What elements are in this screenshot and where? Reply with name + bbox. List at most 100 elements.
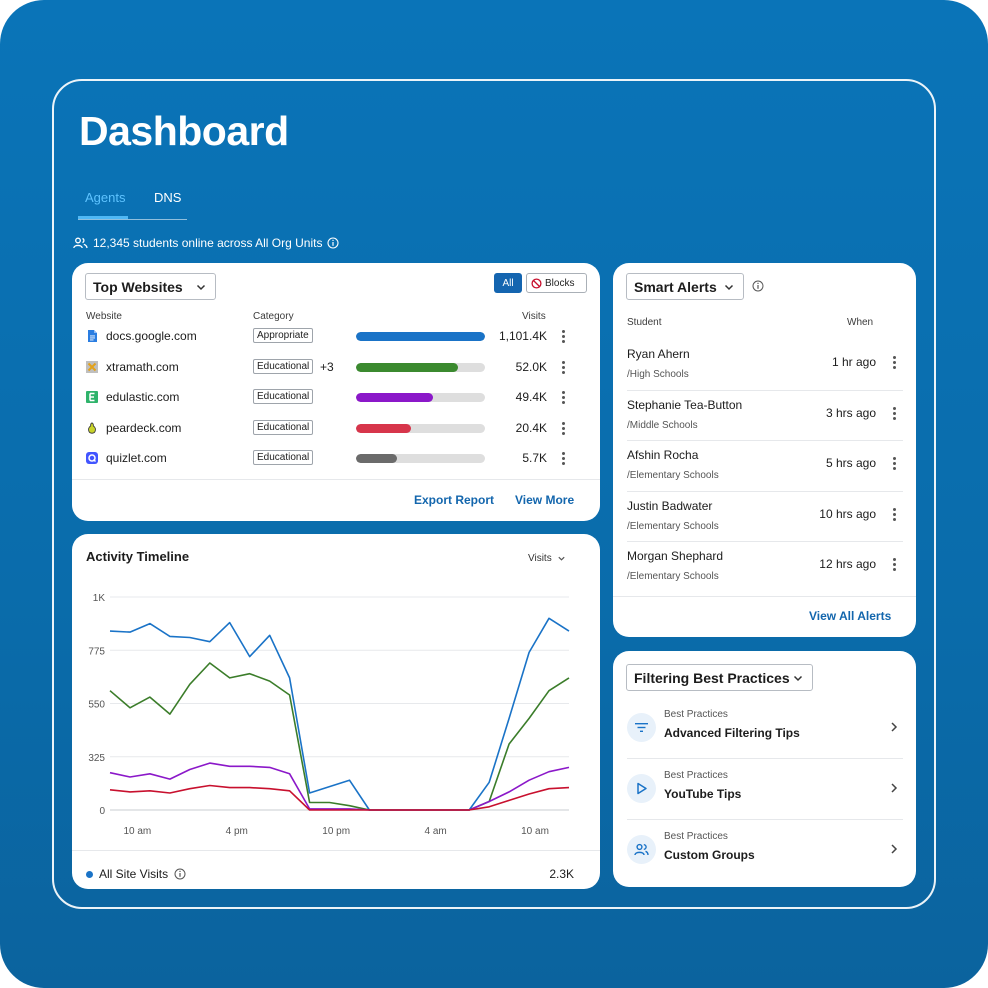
x-tick-label: 10 pm	[322, 826, 350, 837]
x-tick-label: 4 pm	[226, 826, 248, 837]
chevron-right-icon	[891, 722, 898, 732]
chevron-down-icon	[558, 556, 565, 561]
alert-time: 10 hrs ago	[819, 506, 876, 521]
alert-row[interactable]: Justin Badwater/Elementary Schools 10 hrs…	[613, 491, 916, 541]
y-tick-label: 775	[88, 646, 105, 657]
tab-dns[interactable]: DNS	[154, 190, 182, 205]
best-practice-item-groups[interactable]: Best Practices Custom Groups	[627, 820, 903, 881]
top-websites-dropdown[interactable]: Top Websites	[85, 273, 216, 300]
x-tick-label: 4 am	[424, 826, 446, 837]
alert-time: 1 hr ago	[831, 355, 876, 369]
table-row[interactable]: docs.google.com Appropriate 1,101.4K	[72, 327, 600, 347]
alert-org-unit: /Middle Schools	[627, 419, 698, 431]
column-student: Student	[627, 317, 662, 328]
dashboard-frame	[52, 79, 936, 909]
chart-legend: All Site Visits	[86, 867, 186, 881]
users-icon	[73, 237, 88, 249]
divider	[72, 479, 600, 480]
more-options-icon[interactable]	[891, 558, 897, 572]
best-practice-item-youtube[interactable]: Best Practices YouTube Tips	[627, 759, 903, 820]
column-category: Category	[253, 311, 294, 322]
chevron-down-icon	[196, 284, 206, 290]
smart-alerts-dropdown[interactable]: Smart Alerts	[626, 273, 744, 300]
export-report-link[interactable]: Export Report	[414, 493, 495, 507]
more-options-icon[interactable]	[891, 406, 897, 421]
alert-row[interactable]: Morgan Shephard/Elementary Schools 12 hrs…	[613, 541, 916, 591]
website-name[interactable]: edulastic.com	[106, 390, 180, 404]
best-practice-kicker: Best Practices	[664, 770, 728, 781]
more-options-icon[interactable]	[891, 356, 897, 370]
website-name[interactable]: peardeck.com	[106, 420, 182, 435]
alert-row[interactable]: Afshin Rocha/Elementary Schools 5 hrs ago	[613, 440, 916, 490]
more-options-icon[interactable]	[891, 507, 897, 522]
play-icon	[627, 774, 656, 803]
chevron-down-icon	[793, 675, 803, 681]
more-options-icon[interactable]	[560, 452, 566, 466]
series-line-1	[109, 617, 570, 811]
more-options-icon[interactable]	[560, 391, 566, 405]
info-icon[interactable]	[174, 868, 186, 880]
series-line-4	[109, 784, 570, 811]
visits-value: 20.4K	[515, 420, 547, 435]
website-name[interactable]: quizlet.com	[106, 451, 167, 465]
alert-student-name[interactable]: Ryan Ahern	[627, 347, 690, 361]
smart-alerts-dropdown-label: Smart Alerts	[634, 278, 717, 295]
filter-blocks-button[interactable]: Blocks	[526, 273, 587, 293]
best-practice-title: Advanced Filtering Tips	[664, 726, 800, 740]
visits-value: 49.4K	[515, 390, 547, 404]
alert-student-name[interactable]: Justin Badwater	[627, 498, 713, 513]
chevron-right-icon	[891, 783, 898, 793]
more-options-icon[interactable]	[560, 330, 566, 344]
tab-agents[interactable]: Agents	[77, 190, 129, 219]
visits-value: 52.0K	[515, 359, 547, 374]
block-icon	[531, 277, 542, 289]
activity-timeline-title: Activity Timeline	[86, 549, 190, 564]
series-line-2	[109, 662, 570, 811]
table-row[interactable]: xtramath.com Educational +3 52.0K	[72, 358, 600, 378]
alert-time: 12 hrs ago	[819, 557, 876, 571]
online-status-text: 12,345 students online across All Org Un…	[93, 236, 323, 250]
view-all-alerts-link[interactable]: View All Alerts	[809, 609, 892, 623]
category-badge: Educational	[253, 389, 314, 404]
view-more-link[interactable]: View More	[515, 493, 575, 507]
quizlet-icon	[86, 452, 98, 464]
best-practices-dropdown[interactable]: Filtering Best Practices	[626, 664, 813, 691]
divider	[627, 758, 903, 759]
alert-student-name[interactable]: Afshin Rocha	[627, 448, 699, 462]
visits-bar	[356, 393, 485, 402]
metric-select[interactable]: Visits	[528, 553, 566, 564]
alert-row[interactable]: Ryan Ahern/High Schools 1 hr ago	[613, 339, 916, 389]
top-websites-card: Top Websites All Blocks Website Category…	[72, 263, 600, 521]
best-practices-dropdown-label: Filtering Best Practices	[634, 669, 790, 686]
more-options-icon[interactable]	[560, 421, 566, 436]
alert-row[interactable]: Stephanie Tea-Button/Middle Schools 3 hrs…	[613, 390, 916, 440]
category-more-count[interactable]: +3	[320, 359, 334, 374]
visits-bar	[356, 332, 485, 341]
website-name[interactable]: docs.google.com	[106, 329, 197, 343]
info-icon[interactable]	[752, 280, 764, 292]
filter-all-button[interactable]: All	[494, 273, 522, 293]
alert-org-unit: /Elementary Schools	[627, 520, 719, 532]
column-website: Website	[86, 311, 122, 322]
column-when: When	[847, 317, 874, 328]
website-name[interactable]: xtramath.com	[106, 359, 179, 374]
alert-time: 3 hrs ago	[825, 405, 876, 420]
visits-value: 5.7K	[522, 451, 547, 465]
smart-alerts-card: Smart Alerts Student When Ryan Ahern/Hig…	[613, 263, 916, 637]
series-line-3	[109, 762, 570, 811]
alert-org-unit: /Elementary Schools	[627, 470, 719, 481]
peardeck-icon	[88, 422, 96, 434]
table-row[interactable]: quizlet.com Educational 5.7K	[72, 449, 600, 469]
more-options-icon[interactable]	[891, 457, 897, 471]
table-row[interactable]: peardeck.com Educational 20.4K	[72, 419, 600, 439]
alert-student-name[interactable]: Morgan Shephard	[627, 549, 724, 563]
divider	[627, 541, 903, 542]
visits-bar-fill	[356, 393, 434, 402]
divider	[627, 389, 903, 391]
alert-student-name[interactable]: Stephanie Tea-Button	[627, 397, 743, 412]
more-options-icon[interactable]	[560, 360, 566, 375]
category-badge: Appropriate	[253, 328, 313, 343]
best-practice-item-filtering[interactable]: Best Practices Advanced Filtering Tips	[627, 698, 903, 759]
table-row[interactable]: edulastic.com Educational 49.4K	[72, 388, 600, 408]
info-icon[interactable]	[327, 237, 340, 249]
